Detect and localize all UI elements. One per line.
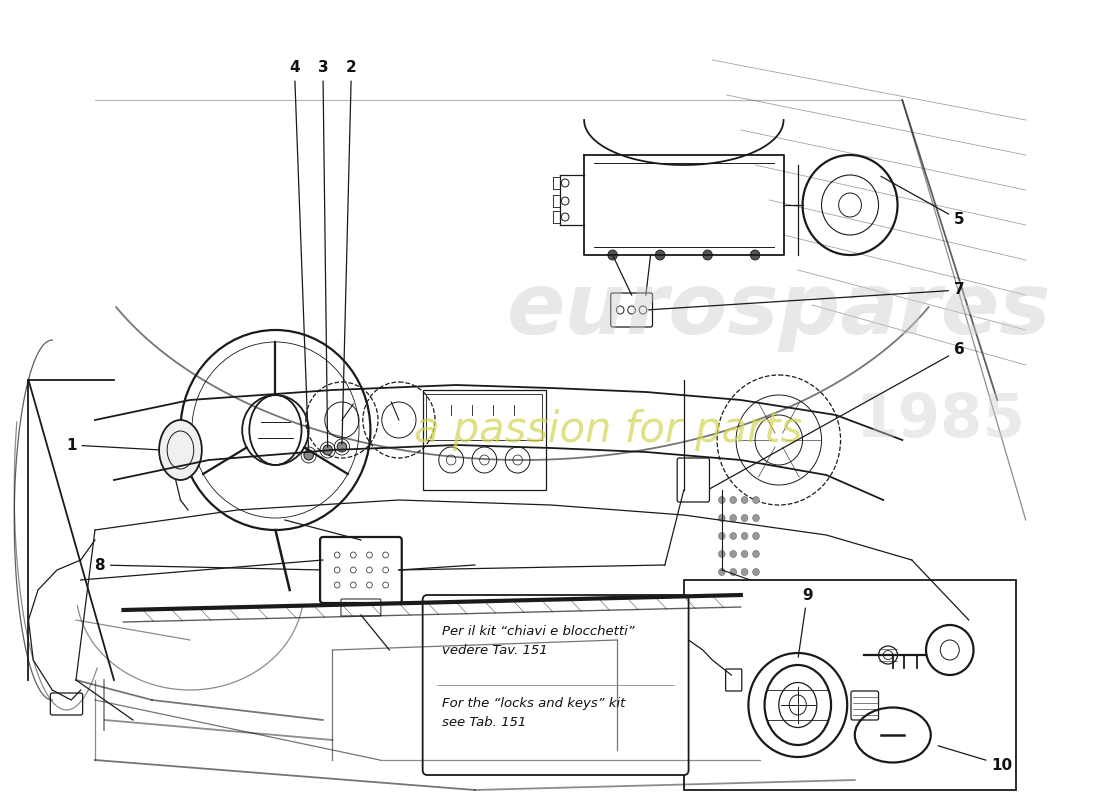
Circle shape (741, 622, 748, 630)
FancyBboxPatch shape (684, 580, 1016, 790)
Text: 1: 1 (66, 438, 158, 453)
Text: 7: 7 (649, 282, 965, 310)
Text: 2: 2 (342, 61, 356, 444)
Circle shape (608, 250, 617, 260)
Text: eurospares: eurospares (507, 269, 1052, 351)
Text: 4: 4 (289, 61, 309, 450)
Circle shape (752, 641, 759, 647)
Circle shape (752, 514, 759, 522)
Circle shape (741, 497, 748, 503)
Circle shape (752, 533, 759, 539)
Circle shape (741, 586, 748, 594)
Circle shape (718, 533, 725, 539)
Circle shape (730, 550, 737, 558)
Circle shape (741, 641, 748, 647)
Circle shape (752, 586, 759, 594)
Text: 5: 5 (881, 176, 965, 227)
Circle shape (718, 497, 725, 503)
Circle shape (718, 514, 725, 522)
Text: 6: 6 (710, 342, 965, 489)
Circle shape (656, 250, 664, 260)
Circle shape (304, 450, 313, 460)
Circle shape (741, 514, 748, 522)
Circle shape (338, 442, 346, 452)
Text: 10: 10 (938, 746, 1013, 773)
Circle shape (730, 622, 737, 630)
Circle shape (752, 605, 759, 611)
Text: 9: 9 (799, 587, 813, 658)
Circle shape (741, 569, 748, 575)
Circle shape (750, 250, 760, 260)
Circle shape (730, 605, 737, 611)
Text: Per il kit “chiavi e blocchetti”
vedere Tav. 151: Per il kit “chiavi e blocchetti” vedere … (441, 625, 635, 657)
Circle shape (323, 445, 332, 455)
Circle shape (718, 641, 725, 647)
Text: For the “locks and keys” kit
see Tab. 151: For the “locks and keys” kit see Tab. 15… (441, 697, 625, 729)
Circle shape (718, 622, 725, 630)
Circle shape (718, 550, 725, 558)
Circle shape (703, 250, 713, 260)
Circle shape (730, 514, 737, 522)
Circle shape (752, 550, 759, 558)
Circle shape (741, 550, 748, 558)
Circle shape (718, 586, 725, 594)
Circle shape (741, 605, 748, 611)
Ellipse shape (160, 420, 201, 480)
Circle shape (752, 658, 759, 666)
Circle shape (752, 622, 759, 630)
Circle shape (730, 658, 737, 666)
Circle shape (741, 658, 748, 666)
Circle shape (730, 586, 737, 594)
Circle shape (730, 497, 737, 503)
Circle shape (752, 569, 759, 575)
FancyBboxPatch shape (422, 595, 689, 775)
Circle shape (752, 497, 759, 503)
Text: 3: 3 (318, 61, 328, 447)
Circle shape (718, 605, 725, 611)
Circle shape (730, 641, 737, 647)
Text: a passion for parts: a passion for parts (414, 409, 802, 451)
Text: 8: 8 (95, 558, 320, 573)
Circle shape (730, 533, 737, 539)
Text: 1985: 1985 (856, 390, 1025, 450)
Circle shape (718, 658, 725, 666)
Circle shape (730, 569, 737, 575)
Circle shape (718, 569, 725, 575)
Circle shape (741, 533, 748, 539)
